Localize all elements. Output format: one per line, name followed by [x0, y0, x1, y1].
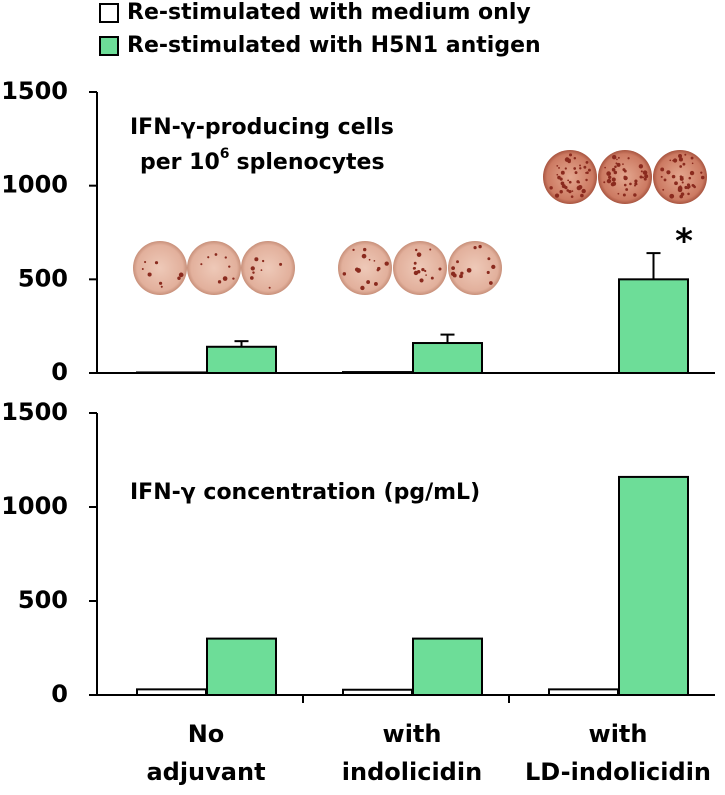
- y-tick-label: 1500: [1, 398, 68, 426]
- bar: [618, 475, 689, 697]
- significance-marker: *: [675, 222, 693, 262]
- bar: [206, 637, 277, 696]
- panel-title: IFN-γ concentration (pg/mL): [130, 480, 480, 505]
- bar: [412, 637, 483, 696]
- x-tick-label: LD-indolicidin: [525, 758, 711, 786]
- legend-swatch: [99, 3, 119, 23]
- x-tick-label: indolicidin: [342, 758, 482, 786]
- panel-title: IFN-γ-producing cells: [130, 115, 394, 140]
- y-tick-label: 1000: [1, 171, 68, 199]
- y-tick-label: 0: [51, 358, 68, 386]
- elispot-wells: [133, 150, 707, 295]
- x-tick-label: adjuvant: [146, 758, 265, 786]
- x-tick-label: with: [383, 720, 442, 748]
- y-tick-label: 1000: [1, 492, 68, 520]
- x-tick-label: No: [188, 720, 225, 748]
- x-tick-label: with: [589, 720, 648, 748]
- bar: [618, 278, 689, 375]
- bar: [412, 342, 483, 375]
- bar: [206, 345, 277, 375]
- y-tick-label: 500: [18, 264, 68, 292]
- panel-title: per 106 splenocytes: [140, 146, 385, 175]
- legend-swatch: [99, 36, 119, 56]
- y-tick-label: 1500: [1, 77, 68, 105]
- legend-label: Re-stimulated with medium only: [127, 0, 531, 25]
- legend-label: Re-stimulated with H5N1 antigen: [127, 33, 541, 58]
- y-tick-label: 0: [51, 680, 68, 708]
- y-tick-label: 500: [18, 586, 68, 614]
